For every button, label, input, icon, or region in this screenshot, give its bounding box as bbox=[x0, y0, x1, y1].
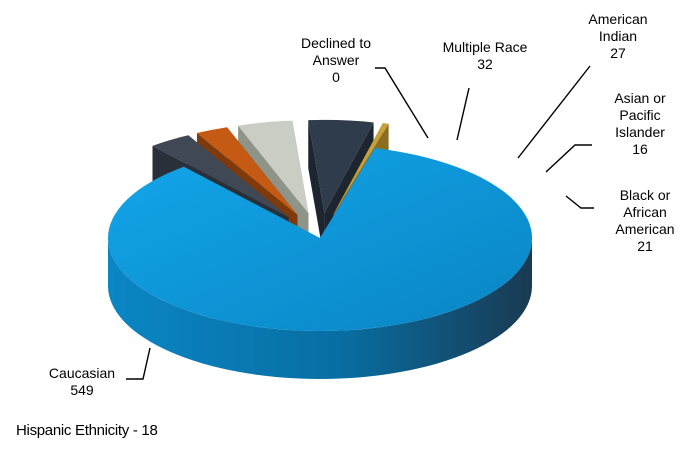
leader-line bbox=[545, 144, 592, 173]
data-label-text: 0 bbox=[332, 69, 340, 85]
data-label-text: Caucasian bbox=[49, 365, 115, 381]
footnote: Hispanic Ethnicity - 18 bbox=[16, 422, 158, 439]
data-label-text: Declined to bbox=[301, 35, 371, 51]
data-label-text: 16 bbox=[632, 141, 648, 157]
data-label-text: 27 bbox=[610, 45, 626, 61]
data-label-text: Answer bbox=[313, 52, 360, 68]
leader-line bbox=[565, 195, 594, 209]
leader-line bbox=[517, 65, 591, 159]
data-label-text: Black or bbox=[620, 187, 671, 203]
data-label-text: American bbox=[588, 11, 647, 27]
data-label-text: American bbox=[615, 221, 674, 237]
data-label-text: Pacific bbox=[619, 107, 660, 123]
data-label-text: Indian bbox=[599, 28, 637, 44]
slice-caucasian bbox=[107, 148, 532, 379]
data-label-text: Islander bbox=[615, 124, 665, 140]
leader-line bbox=[456, 87, 470, 141]
leader-line bbox=[126, 347, 151, 380]
data-label-text: Multiple Race bbox=[443, 39, 528, 55]
data-label-text: 32 bbox=[477, 56, 493, 72]
data-label-text: 21 bbox=[637, 238, 653, 254]
data-label-text: Asian or bbox=[614, 90, 666, 106]
data-label-text: African bbox=[623, 204, 667, 220]
leader-line bbox=[375, 67, 429, 139]
data-label-text: 549 bbox=[70, 382, 94, 398]
